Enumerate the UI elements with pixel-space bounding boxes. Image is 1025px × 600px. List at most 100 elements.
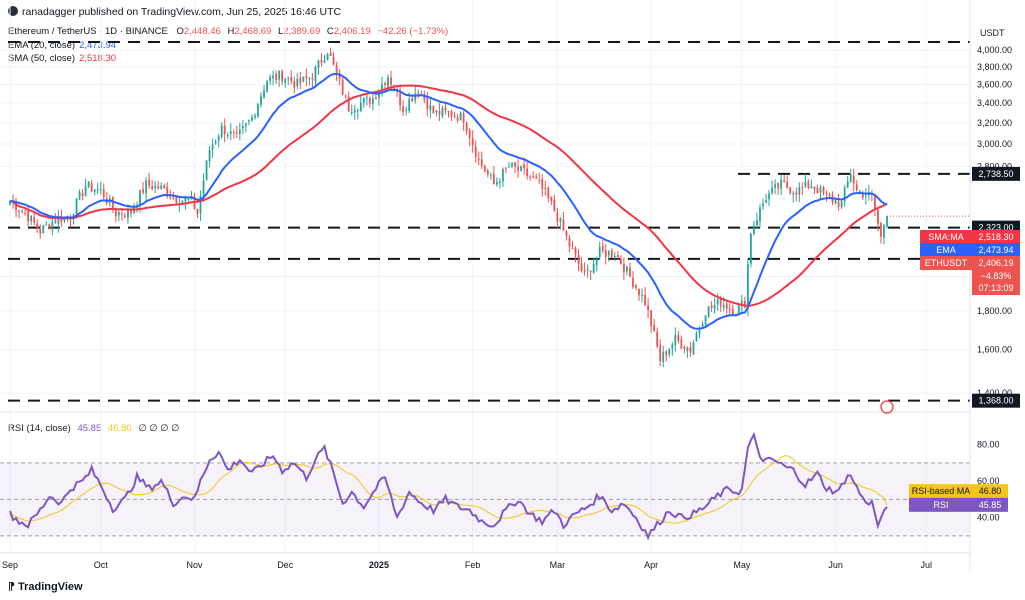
level-tag-label: 2,738.50	[978, 169, 1013, 179]
candle-body	[883, 225, 885, 238]
candle-body	[743, 300, 746, 308]
candle-body	[384, 83, 386, 85]
candle-body	[84, 186, 87, 196]
candle-body	[33, 216, 36, 223]
candle-body	[777, 183, 780, 189]
candle-body	[834, 200, 837, 204]
candle-body	[172, 196, 175, 198]
candle-body	[822, 186, 825, 194]
candle-body	[577, 254, 580, 264]
rsi-tick-label: 40.00	[977, 513, 1000, 523]
candle-body	[54, 220, 57, 223]
event-flash-icon	[880, 400, 894, 414]
candle-body	[852, 175, 855, 184]
candle-body	[629, 267, 631, 277]
candle-body	[828, 194, 831, 197]
candle-body	[774, 184, 777, 188]
candle-body	[402, 106, 405, 112]
candle-body	[695, 333, 698, 342]
candle-body	[396, 91, 398, 93]
price-tick-label: 3,800.00	[977, 62, 1012, 72]
candle-body	[368, 97, 371, 104]
candle-body	[399, 90, 402, 106]
candle-body	[716, 299, 719, 305]
candle-body	[858, 191, 861, 193]
candle-body	[124, 215, 126, 217]
candle-body	[601, 246, 604, 252]
candle-body	[592, 263, 595, 273]
candle-body	[753, 225, 755, 234]
rsi-ma-legend-value: 46.80	[107, 423, 132, 434]
last-price-change: −4.83%	[981, 271, 1012, 281]
sma-tag-name-bg	[920, 230, 972, 244]
candle-body	[93, 189, 96, 192]
price-tick-label: 3,200.00	[977, 118, 1012, 128]
candle-body	[523, 164, 526, 169]
candle-body	[133, 207, 135, 214]
candle-body	[299, 77, 302, 84]
candle-body	[499, 181, 501, 183]
candle-body	[356, 109, 359, 112]
candle-body	[235, 132, 238, 134]
moving-averages-layer	[9, 72, 888, 330]
candle-body	[9, 201, 11, 205]
candle-body	[387, 77, 389, 87]
candle-body	[127, 208, 129, 218]
time-tick-label: Jul	[921, 560, 933, 570]
candle-body	[665, 351, 668, 356]
candle-body	[544, 187, 547, 190]
candle-body	[486, 170, 489, 175]
candle-body	[411, 98, 414, 102]
candle-body	[514, 162, 516, 167]
candle-body	[855, 184, 858, 191]
candle-body	[238, 129, 241, 134]
candle-body	[671, 344, 674, 349]
candle-body	[290, 77, 293, 82]
candle-body	[232, 132, 235, 134]
sma-legend[interactable]: SMA (50, close) 2,518.30	[8, 53, 116, 64]
candle-body	[175, 195, 178, 204]
rsi-legend-extras: ∅ ∅ ∅ ∅	[138, 423, 180, 434]
candle-body	[580, 263, 583, 271]
ema-legend[interactable]: EMA (20, close) 2,473.94	[8, 40, 116, 51]
candle-body	[849, 174, 852, 182]
rsi-ma-tag-value-bg	[972, 484, 1008, 499]
candle-body	[538, 179, 541, 181]
support-resistance-layer: 2,738.502,323.002,111.001,368.00	[8, 40, 1020, 408]
candle-body	[680, 339, 683, 349]
rsi-legend-value: 45.85	[77, 423, 102, 434]
symbol-legend[interactable]: Ethereum / TetherUS · 1D · BINANCE O2,44…	[8, 26, 452, 37]
price-tags-layer: SMA:MA 2,518.30 EMA 2,473.94 ETHUSDT 2,406.19…	[880, 215, 1020, 512]
last-price-extra-bg	[972, 269, 1020, 295]
candle-body	[139, 190, 141, 205]
rsi-tag-name-bg	[909, 497, 972, 512]
candle-body	[559, 218, 562, 222]
candle-body	[353, 110, 356, 113]
candle-body	[710, 305, 713, 308]
candle-body	[459, 112, 462, 121]
candle-body	[326, 54, 329, 60]
candle-body	[619, 258, 622, 265]
candle-body	[583, 270, 586, 273]
candle-body	[151, 186, 154, 190]
candle-body	[293, 81, 296, 88]
candle-body	[816, 187, 819, 194]
candle-body	[130, 209, 132, 214]
candle-body	[553, 199, 556, 211]
candle-body	[214, 141, 217, 144]
candle-body	[205, 160, 208, 180]
close-value: 2,406.19	[333, 26, 371, 37]
rsi-tag-value: 45.85	[979, 500, 1002, 510]
candle-body	[656, 331, 659, 347]
axes-layer: USDT 4,000.00 3,800.00 3,600.00 3,400.00 3,20…	[0, 0, 1012, 570]
candle-body	[635, 285, 637, 288]
rsi-legend[interactable]: RSI (14, close) 45.85 46.80 ∅ ∅ ∅ ∅	[8, 423, 179, 434]
candle-body	[780, 179, 783, 189]
tradingview-logo[interactable]: ⁋ TradingView	[8, 580, 83, 593]
candle-body	[622, 264, 625, 273]
publisher-line: ranadagger published on TradingView.com,…	[8, 6, 341, 18]
candle-body	[508, 166, 510, 168]
candle-body	[78, 192, 81, 200]
candle-body	[713, 304, 716, 309]
